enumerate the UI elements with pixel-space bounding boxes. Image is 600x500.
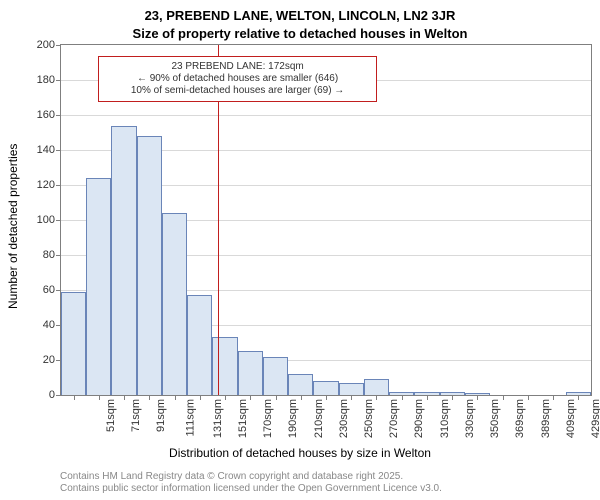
x-tick-label: 290sqm	[414, 399, 426, 438]
y-tick-label: 60	[43, 284, 55, 296]
x-tick-label: 111sqm	[185, 399, 197, 437]
x-tick	[402, 395, 403, 400]
y-tick-label: 160	[37, 109, 55, 121]
x-tick	[351, 395, 352, 400]
y-tick-label: 0	[49, 389, 55, 401]
y-tick	[56, 185, 61, 186]
x-tick	[427, 395, 428, 400]
x-tick-label: 310sqm	[439, 399, 451, 438]
x-axis-label: Distribution of detached houses by size …	[0, 446, 600, 460]
y-tick-label: 140	[37, 144, 55, 156]
x-tick	[149, 395, 150, 400]
y-tick-label: 200	[37, 39, 55, 51]
x-tick-label: 389sqm	[540, 399, 552, 438]
x-tick	[326, 395, 327, 400]
y-axis-label: Number of detached properties	[6, 144, 20, 309]
x-tick	[376, 395, 377, 400]
annotation-line: ← 90% of detached houses are smaller (64…	[105, 73, 370, 85]
x-tick	[452, 395, 453, 400]
x-tick-label: 409sqm	[565, 399, 577, 438]
x-tick-label: 210sqm	[313, 399, 325, 438]
histogram-bar	[86, 178, 111, 395]
gridline	[61, 115, 591, 116]
x-tick-label: 369sqm	[515, 399, 527, 438]
y-tick-label: 100	[37, 214, 55, 226]
x-tick-label: 170sqm	[262, 399, 274, 438]
y-tick	[56, 150, 61, 151]
x-tick	[301, 395, 302, 400]
histogram-bar	[238, 351, 263, 395]
x-tick-label: 230sqm	[338, 399, 350, 438]
x-tick	[200, 395, 201, 400]
x-tick-label: 429sqm	[590, 399, 600, 438]
histogram-bar	[162, 213, 187, 395]
histogram-bar	[263, 357, 288, 396]
histogram-bar	[288, 374, 313, 395]
histogram-bar	[111, 126, 136, 396]
x-tick-label: 250sqm	[363, 399, 375, 438]
y-tick-label: 80	[43, 249, 55, 261]
annotation-line: 10% of semi-detached houses are larger (…	[105, 85, 370, 97]
x-tick	[250, 395, 251, 400]
y-tick	[56, 80, 61, 81]
x-tick-label: 151sqm	[237, 399, 249, 438]
y-tick-label: 20	[43, 354, 55, 366]
y-tick-label: 120	[37, 179, 55, 191]
y-tick	[56, 395, 61, 396]
histogram-bar	[137, 136, 162, 395]
x-tick	[503, 395, 504, 400]
x-tick-label: 270sqm	[388, 399, 400, 438]
x-tick	[276, 395, 277, 400]
footer-copyright-1: Contains HM Land Registry data © Crown c…	[60, 471, 403, 482]
x-tick	[225, 395, 226, 400]
histogram-bar	[61, 292, 86, 395]
histogram-bar	[187, 295, 212, 395]
x-tick-label: 350sqm	[489, 399, 501, 438]
x-tick	[578, 395, 579, 400]
y-tick	[56, 115, 61, 116]
x-tick-label: 131sqm	[212, 399, 224, 438]
annotation-box: 23 PREBEND LANE: 172sqm← 90% of detached…	[98, 56, 377, 102]
x-tick	[528, 395, 529, 400]
histogram-bar	[212, 337, 237, 395]
x-tick	[99, 395, 100, 400]
x-tick-label: 91sqm	[155, 399, 167, 432]
x-tick-label: 71sqm	[130, 399, 142, 432]
y-tick	[56, 220, 61, 221]
x-tick	[553, 395, 554, 400]
x-tick-label: 190sqm	[287, 399, 299, 438]
footer-copyright-2: Contains public sector information licen…	[60, 483, 442, 494]
y-tick	[56, 45, 61, 46]
x-tick-label: 51sqm	[105, 399, 117, 432]
x-tick	[477, 395, 478, 400]
x-tick	[124, 395, 125, 400]
annotation-line: 23 PREBEND LANE: 172sqm	[105, 61, 370, 73]
y-tick-label: 180	[37, 74, 55, 86]
histogram-bar	[339, 383, 364, 395]
histogram-bar	[313, 381, 338, 395]
x-tick-label: 330sqm	[464, 399, 476, 438]
x-tick	[175, 395, 176, 400]
y-tick	[56, 255, 61, 256]
title-sub: Size of property relative to detached ho…	[0, 26, 600, 41]
chart-plot-area: 02040608010012014016018020051sqm71sqm91s…	[60, 44, 592, 396]
title-main: 23, PREBEND LANE, WELTON, LINCOLN, LN2 3…	[0, 8, 600, 23]
histogram-bar	[364, 379, 389, 395]
x-tick	[74, 395, 75, 400]
y-tick-label: 40	[43, 319, 55, 331]
